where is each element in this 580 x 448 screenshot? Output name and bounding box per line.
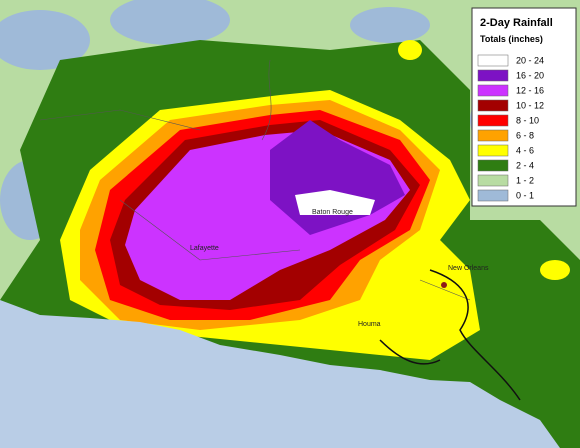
rain-zone — [350, 7, 430, 43]
rain-zone — [110, 0, 230, 45]
legend-swatch — [477, 189, 509, 202]
legend: 2-Day Rainfall Totals (inches) 20 - 24 16… — [471, 7, 577, 207]
legend-swatch — [477, 54, 509, 67]
coastline-detail — [379, 269, 521, 401]
gulf-water — [0, 300, 560, 448]
rain-zone — [0, 10, 90, 70]
legend-swatch — [477, 159, 509, 172]
legend-label: 10 - 12 — [516, 100, 544, 110]
legend-label: 4 - 6 — [516, 145, 534, 155]
legend-swatch — [477, 99, 509, 112]
boundary-lines — [39, 59, 471, 301]
legend-label: 6 - 8 — [516, 130, 534, 140]
city-marker — [441, 282, 447, 288]
legend-label: 1 - 2 — [516, 175, 534, 185]
legend-label: 16 - 20 — [516, 70, 544, 80]
legend-label: 20 - 24 — [516, 55, 544, 65]
legend-swatch — [477, 174, 509, 187]
legend-swatch — [477, 69, 509, 82]
legend-label: 2 - 4 — [516, 160, 534, 170]
place-label: Lafayette — [190, 245, 219, 252]
rain-zone — [295, 190, 375, 215]
legend-swatch — [477, 129, 509, 142]
legend-title: 2-Day Rainfall — [480, 17, 553, 29]
legend-label: 12 - 16 — [516, 85, 544, 95]
legend-label: 8 - 10 — [516, 115, 539, 125]
legend-swatch — [477, 84, 509, 97]
legend-subtitle: Totals (inches) — [480, 34, 543, 44]
place-label: New Orleans — [448, 265, 489, 272]
rain-zone — [398, 40, 422, 60]
rain-zone — [540, 260, 570, 280]
legend-swatch — [477, 114, 509, 127]
place-label: Houma — [358, 321, 381, 328]
legend-swatch — [477, 144, 509, 157]
legend-label: 0 - 1 — [516, 190, 534, 200]
place-label: Baton Rouge — [312, 209, 353, 216]
